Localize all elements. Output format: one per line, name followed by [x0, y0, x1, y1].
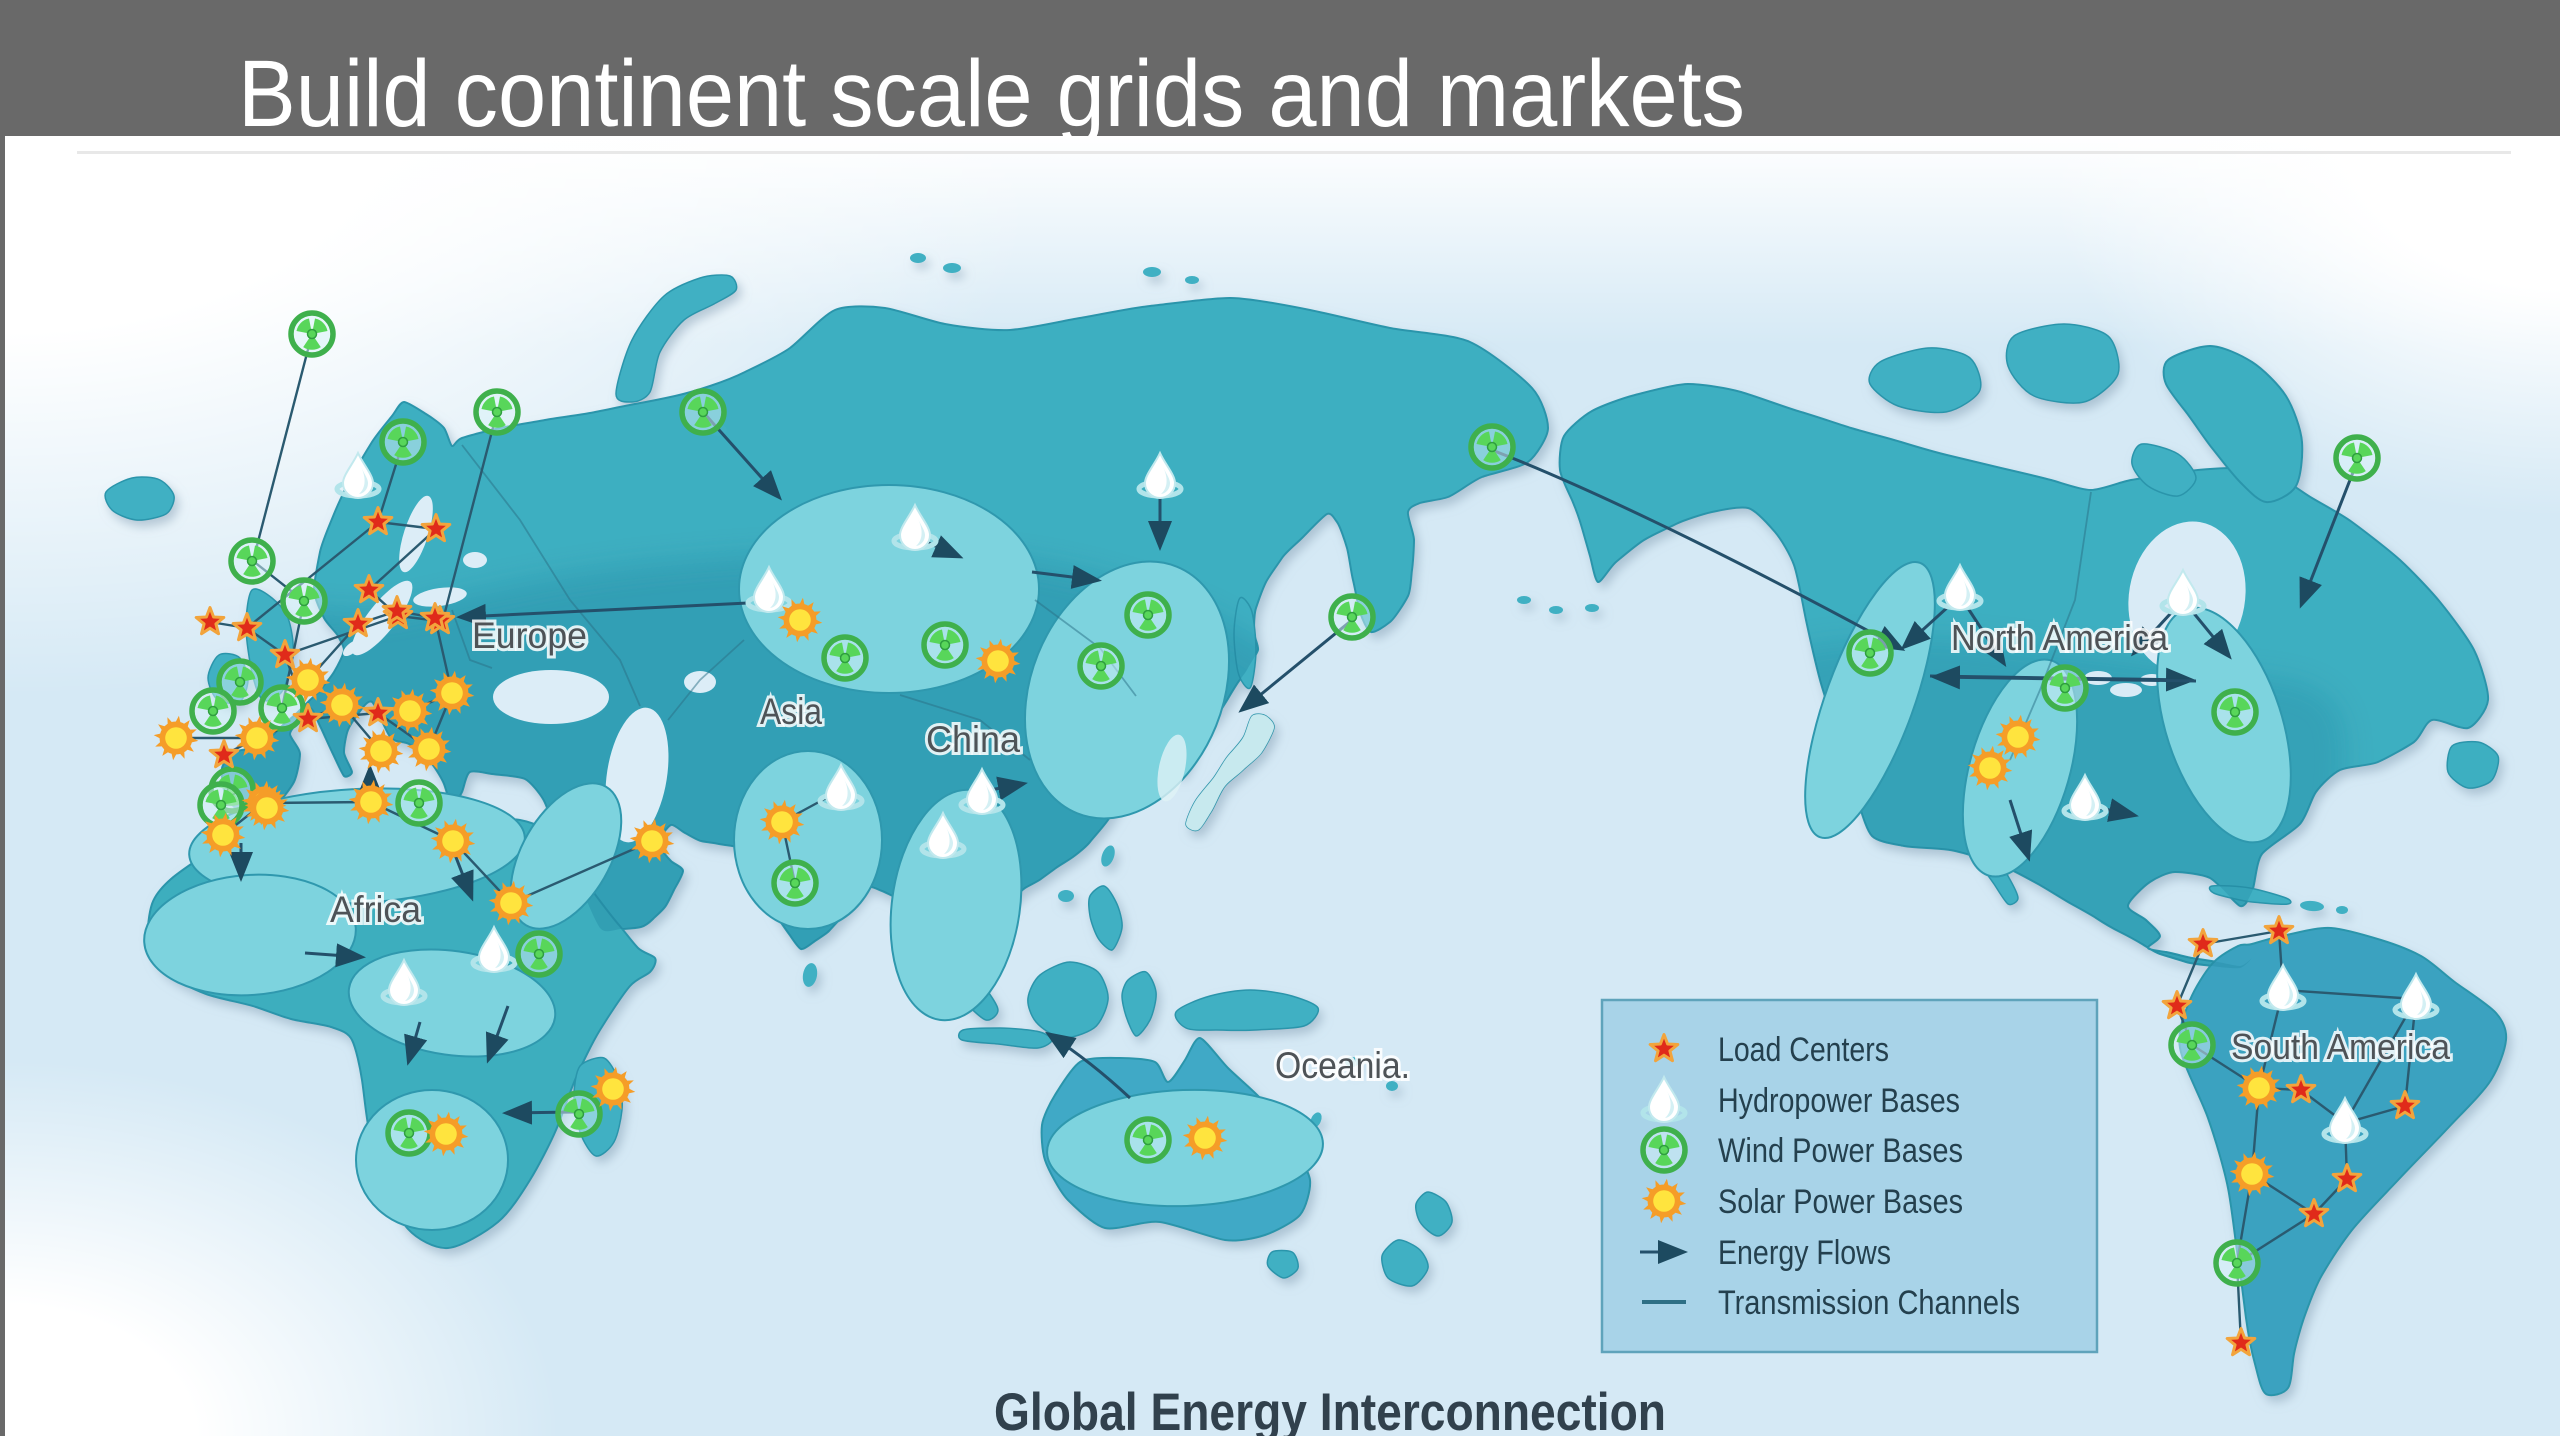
svg-text:Africa: Africa	[330, 889, 421, 930]
svg-text:South America: South America	[2231, 1026, 2451, 1067]
svg-text:Europe: Europe	[472, 615, 587, 656]
svg-text:Solar Power Bases: Solar Power Bases	[1718, 1183, 1963, 1221]
svg-text:Global Energy Interconnection: Global Energy Interconnection	[994, 1383, 1666, 1436]
svg-text:Build continent scale grids an: Build continent scale grids and markets	[238, 41, 1745, 136]
svg-text:Transmission Channels: Transmission Channels	[1718, 1284, 2020, 1322]
svg-text:Wind Power Bases: Wind Power Bases	[1718, 1132, 1963, 1170]
svg-text:North America: North America	[1951, 617, 2169, 658]
svg-text:Oceania.: Oceania.	[1275, 1045, 1410, 1086]
svg-text:Asia: Asia	[760, 691, 822, 732]
svg-text:Load Centers: Load Centers	[1718, 1031, 1889, 1069]
svg-text:Hydropower Bases: Hydropower Bases	[1718, 1082, 1960, 1120]
svg-text:China: China	[926, 719, 1020, 760]
svg-text:Energy Flows: Energy Flows	[1718, 1234, 1891, 1272]
